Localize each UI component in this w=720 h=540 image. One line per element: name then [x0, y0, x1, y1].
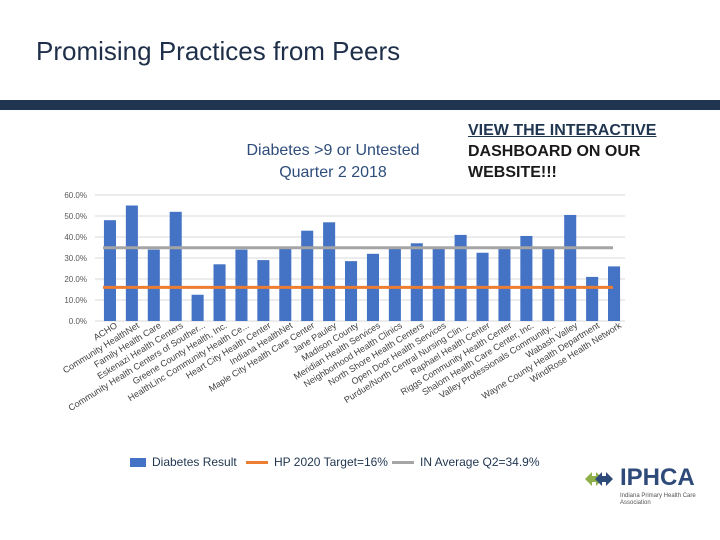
legend-item-average: IN Average Q2=34.9%: [392, 455, 540, 469]
bar: [608, 266, 621, 321]
bar: [301, 230, 314, 321]
bar: [542, 247, 555, 321]
chart-title-line-2: Quarter 2 2018: [279, 164, 387, 181]
chart-title-line-1: Diabetes >9 or Untested: [246, 142, 420, 159]
title-divider-bar: [0, 100, 720, 110]
bar: [410, 243, 423, 321]
slide-title: Promising Practices from Peers: [36, 36, 401, 66]
bar: [498, 247, 511, 321]
bar: [147, 249, 160, 321]
y-tick-label: 30.0%: [64, 254, 87, 263]
logo-subtitle: Indiana Primary Health Care Association: [620, 493, 700, 507]
logo-subtitle-line-1: Indiana Primary Health Care: [620, 493, 696, 499]
legend-item-result: Diabetes Result: [130, 455, 237, 469]
callout-line-2: DASHBOARD ON OUR: [468, 143, 641, 160]
legend-average-swatch: [392, 460, 414, 464]
callout-line-3: WEBSITE!!!: [468, 164, 557, 181]
bar: [388, 247, 401, 321]
legend-item-target: HP 2020 Target=16%: [246, 455, 388, 469]
bar: [103, 220, 116, 321]
y-tick-label: 50.0%: [64, 212, 87, 221]
y-tick-label: 10.0%: [64, 296, 87, 305]
bar: [191, 294, 204, 321]
y-tick-label: 0.0%: [69, 317, 87, 326]
legend-label-average: IN Average Q2=34.9%: [420, 455, 540, 469]
bar: [432, 247, 445, 321]
bar: [279, 247, 292, 321]
callout-link-text[interactable]: VIEW THE INTERACTIVE: [468, 122, 657, 139]
logo-subtitle-line-2: Association: [620, 500, 651, 506]
bar: [564, 214, 577, 321]
iphca-logo-icon: [582, 462, 616, 496]
chart-title: Diabetes >9 or Untested Quarter 2 2018: [228, 140, 438, 184]
bar: [213, 264, 226, 321]
legend-target-swatch: [246, 460, 268, 464]
y-tick-label: 20.0%: [64, 275, 87, 284]
bar-chart: 0.0%10.0%20.0%30.0%40.0%50.0%60.0%ACHOCo…: [61, 191, 625, 413]
bar: [454, 234, 467, 321]
bar: [169, 211, 182, 321]
bar: [235, 249, 248, 321]
bar: [257, 260, 270, 321]
bar: [323, 222, 336, 321]
bar: [520, 235, 533, 321]
iphca-logo: IPHCA Indiana Primary Health Care Associ…: [580, 460, 700, 520]
bar: [586, 276, 599, 321]
legend-label-target: HP 2020 Target=16%: [274, 455, 388, 469]
dashboard-callout[interactable]: VIEW THE INTERACTIVE DASHBOARD ON OUR WE…: [468, 120, 713, 183]
y-tick-label: 60.0%: [64, 191, 87, 200]
logo-wordmark: IPHCA: [620, 464, 695, 491]
bar: [345, 261, 358, 321]
legend-label-result: Diabetes Result: [152, 455, 237, 469]
bar: [125, 205, 138, 321]
legend-bar-swatch: [130, 457, 146, 467]
y-tick-label: 40.0%: [64, 233, 87, 242]
